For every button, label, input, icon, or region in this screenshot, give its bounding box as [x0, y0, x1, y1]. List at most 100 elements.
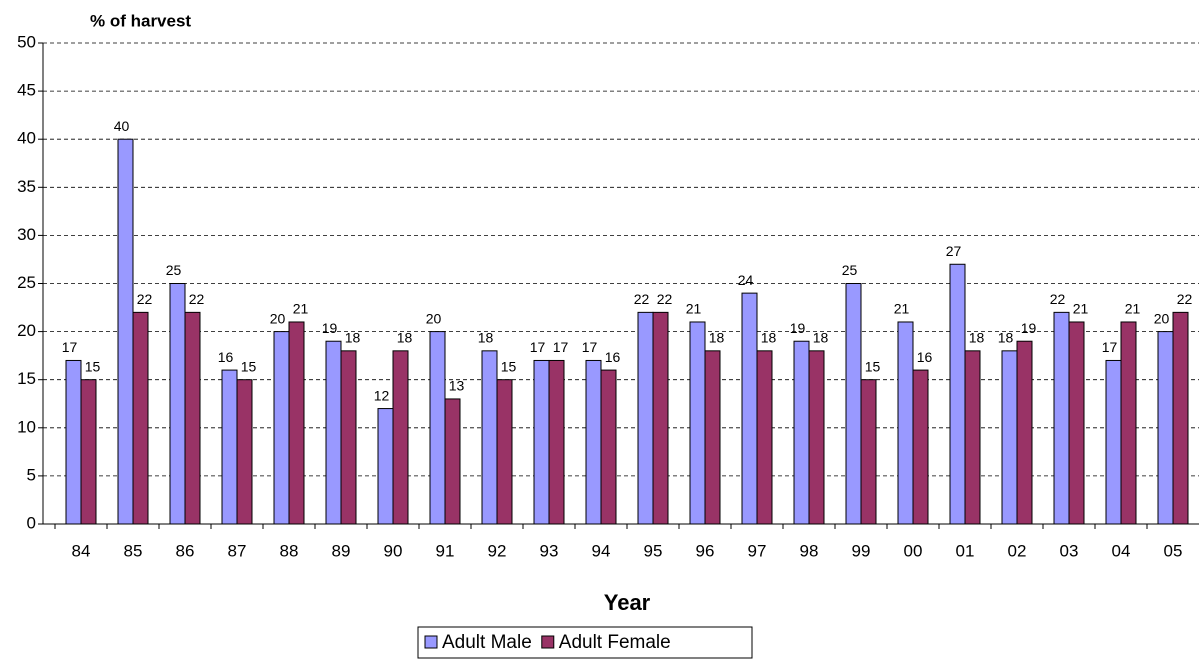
value-label: 18 [813, 330, 829, 346]
value-label: 21 [894, 301, 910, 317]
value-label: 22 [1177, 291, 1193, 307]
bar [585, 359, 602, 525]
x-tick-label: 00 [904, 541, 923, 560]
y-tick-label: 15 [17, 369, 36, 388]
value-label: 18 [761, 330, 777, 346]
y-tick-label: 20 [17, 321, 36, 340]
x-tick-label: 93 [540, 541, 559, 560]
bar [117, 138, 134, 525]
x-tick-label: 88 [280, 541, 299, 560]
value-label: 21 [1073, 301, 1089, 317]
value-label: 40 [114, 118, 130, 134]
bar [325, 340, 342, 525]
bar [1016, 340, 1033, 525]
bar [236, 379, 253, 525]
y-tick-label: 25 [17, 273, 36, 292]
x-tick-label: 01 [956, 541, 975, 560]
x-tick-label: 87 [228, 541, 247, 560]
value-label: 16 [605, 349, 621, 365]
bar [1120, 321, 1137, 525]
bar [860, 379, 877, 525]
value-label: 16 [218, 349, 234, 365]
x-tick-label: 03 [1060, 541, 1079, 560]
x-tick-label: 97 [748, 541, 767, 560]
legend-box [417, 626, 753, 659]
x-axis-title: Year [604, 590, 651, 615]
value-label: 18 [709, 330, 725, 346]
bar [1053, 311, 1070, 525]
bar [1105, 359, 1122, 525]
bar [429, 331, 446, 525]
value-label: 21 [1125, 301, 1141, 317]
value-label: 17 [1102, 339, 1118, 355]
y-tick-label: 0 [27, 513, 36, 532]
x-tick-label: 89 [332, 541, 351, 560]
bar [184, 311, 201, 525]
value-label: 24 [738, 272, 754, 288]
legend-label: Adult Female [559, 632, 671, 653]
y-tick-label: 45 [17, 81, 36, 100]
value-label: 19 [322, 320, 338, 336]
x-tick-label: 92 [488, 541, 507, 560]
bar [548, 359, 565, 525]
bar [704, 350, 721, 525]
value-label: 20 [426, 310, 442, 326]
x-tick-label: 98 [800, 541, 819, 560]
legend-swatch [541, 635, 555, 649]
bar [169, 283, 186, 525]
bar [481, 350, 498, 525]
bar [132, 311, 149, 525]
value-label: 13 [449, 378, 465, 394]
y-axis-title: % of harvest [90, 11, 191, 30]
value-label: 16 [917, 349, 933, 365]
x-tick-label: 05 [1164, 541, 1183, 560]
bar [897, 321, 914, 525]
value-label: 18 [397, 330, 413, 346]
value-label: 15 [501, 358, 517, 374]
y-tick-label: 30 [17, 225, 36, 244]
bar [1157, 331, 1174, 525]
value-label: 19 [790, 320, 806, 336]
value-label: 15 [85, 358, 101, 374]
bar [65, 359, 82, 525]
bar [637, 311, 654, 525]
value-label: 18 [998, 330, 1014, 346]
value-label: 20 [1154, 310, 1170, 326]
value-label: 17 [553, 339, 569, 355]
bar [756, 350, 773, 525]
x-tick-label: 04 [1112, 541, 1131, 560]
bar [808, 350, 825, 525]
x-tick-label: 84 [72, 541, 91, 560]
value-label: 12 [374, 387, 390, 403]
bar [392, 350, 409, 525]
value-label: 20 [270, 310, 286, 326]
bar [1001, 350, 1018, 525]
value-label: 21 [293, 301, 309, 317]
value-label: 17 [62, 339, 78, 355]
value-label: 22 [137, 291, 153, 307]
value-label: 21 [686, 301, 702, 317]
value-label: 22 [634, 291, 650, 307]
y-tick-label: 10 [17, 417, 36, 436]
y-tick-label: 35 [17, 177, 36, 196]
value-label: 22 [657, 291, 673, 307]
bar [533, 359, 550, 525]
bar [273, 331, 290, 525]
bar [1068, 321, 1085, 525]
legend-label: Adult Male [442, 632, 532, 653]
value-label: 17 [530, 339, 546, 355]
x-tick-label: 90 [384, 541, 403, 560]
x-tick-label: 91 [436, 541, 455, 560]
y-tick-label: 40 [17, 129, 36, 148]
legend-swatch [424, 635, 438, 649]
bar [793, 340, 810, 525]
x-tick-label: 95 [644, 541, 663, 560]
bar [288, 321, 305, 525]
bar [340, 350, 357, 525]
bar [80, 379, 97, 525]
value-label: 25 [842, 262, 858, 278]
value-label: 18 [478, 330, 494, 346]
bar [741, 292, 758, 525]
x-tick-label: 94 [592, 541, 611, 560]
